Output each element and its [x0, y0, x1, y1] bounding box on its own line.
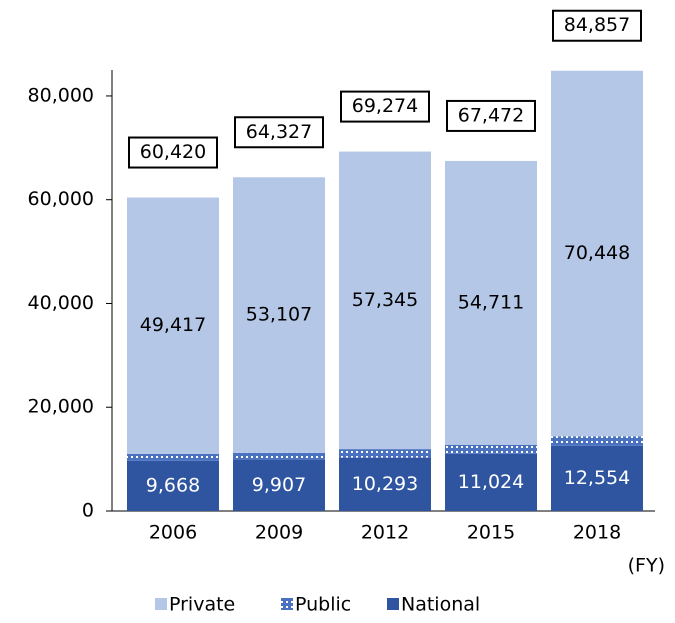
legend-label: Public [295, 594, 351, 616]
bar-segment [127, 197, 219, 454]
bar-segment [127, 453, 219, 461]
x-tick-label: 2018 [573, 522, 621, 544]
bar-segment [233, 177, 325, 453]
bar-segment [551, 436, 643, 446]
data-label: 70,448 [564, 242, 630, 264]
total-label: 84,857 [564, 14, 630, 36]
y-tick-label: 20,000 [28, 396, 94, 418]
legend-label: Private [169, 594, 235, 616]
total-label: 60,420 [140, 141, 206, 163]
data-label: 9,668 [146, 474, 200, 496]
x-tick-label: 2012 [361, 522, 409, 544]
data-label: 53,107 [246, 304, 312, 326]
bar-segment [339, 457, 431, 511]
data-label: 54,711 [458, 291, 524, 313]
total-box [234, 116, 324, 149]
total-label: 64,327 [246, 121, 312, 143]
bar-segment [339, 151, 431, 450]
data-label: 9,907 [252, 474, 306, 496]
total-box [552, 9, 642, 42]
bar-segment [233, 452, 325, 460]
data-label: 12,554 [564, 467, 630, 489]
data-label: 10,293 [352, 473, 418, 495]
data-label: 57,345 [352, 289, 418, 311]
y-tick-label: 0 [82, 500, 94, 522]
bar-segment [445, 453, 537, 511]
legend-label: National [401, 594, 480, 616]
bar-segment [127, 460, 219, 511]
legend-swatch [281, 598, 293, 610]
total-box [128, 136, 218, 169]
x-tick-label: 2015 [467, 522, 515, 544]
bar-segment [339, 449, 431, 458]
legend-swatch [155, 598, 167, 610]
y-tick-label: 60,000 [28, 188, 94, 210]
bar-segment [445, 444, 537, 454]
data-label: 49,417 [140, 314, 206, 336]
legend-swatch [387, 598, 399, 610]
data-label: 11,024 [458, 471, 524, 493]
y-tick-label: 80,000 [28, 84, 94, 106]
total-box [446, 99, 536, 132]
total-label: 69,274 [352, 95, 418, 117]
bar-segment [551, 445, 643, 511]
x-tick-label: 2006 [149, 522, 197, 544]
bar-segment [551, 70, 643, 437]
y-tick-label: 40,000 [28, 292, 94, 314]
bar-segment [445, 160, 537, 445]
total-box [340, 90, 430, 123]
x-unit-label: (FY) [628, 555, 665, 577]
bar-segment [233, 459, 325, 511]
x-tick-label: 2009 [255, 522, 303, 544]
total-label: 67,472 [458, 104, 524, 126]
